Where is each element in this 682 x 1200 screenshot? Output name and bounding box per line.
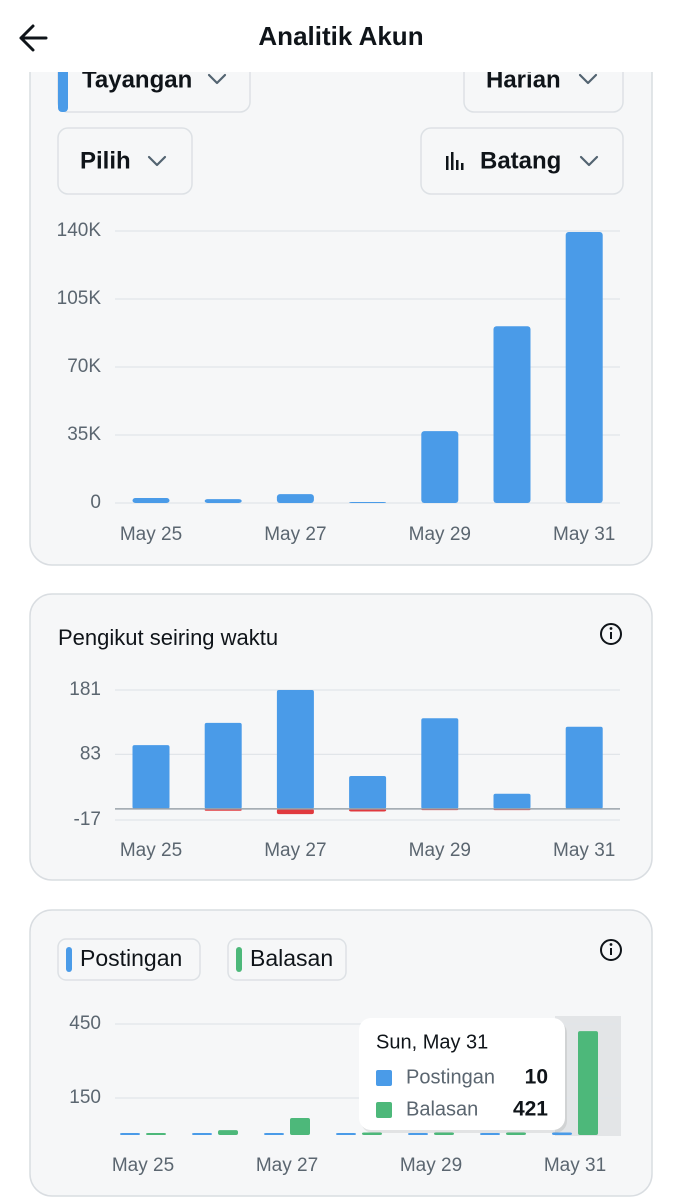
bar (421, 431, 459, 503)
tooltip-title: Sun, May 31 (376, 1031, 488, 1053)
card (29, 39, 653, 566)
y-tick-label: 140K (57, 220, 102, 241)
bar (565, 231, 603, 503)
page-title: Analitik Akun (258, 21, 423, 51)
style-dropdown[interactable]: Batang (420, 127, 624, 195)
bar (204, 499, 242, 503)
tooltip-value: 421 (513, 1098, 548, 1121)
x-tick-label: May 27 (256, 1155, 318, 1176)
legend-swatch (66, 947, 72, 972)
y-tick-label: 70K (67, 356, 101, 377)
bar (349, 776, 387, 809)
x-tick-label: May 27 (264, 840, 326, 861)
x-tick-label: May 25 (120, 524, 182, 545)
x-tick-label: May 31 (553, 524, 615, 545)
x-tick-label: May 31 (553, 840, 615, 861)
tooltip-swatch (376, 1070, 392, 1086)
chip[interactable] (420, 127, 624, 195)
charts: 0 35K 70K 105K 140K May 25 May 27 May 29 May 31 -… (57, 220, 620, 1176)
bar (132, 497, 170, 503)
bar (276, 808, 314, 815)
x-tick-label: May 29 (409, 840, 471, 861)
select-dropdown[interactable]: Pilih (57, 127, 193, 195)
bar (493, 326, 531, 503)
y-tick-label: 0 (90, 492, 101, 513)
bar (349, 502, 387, 503)
bar-icon (446, 152, 464, 170)
x-tick-label: May 25 (112, 1155, 174, 1176)
bar (578, 1031, 598, 1135)
chip[interactable] (57, 127, 193, 195)
y-tick-label: -17 (74, 809, 101, 830)
y-tick-label: 83 (80, 743, 101, 764)
tooltip-label: Balasan (406, 1098, 478, 1120)
x-tick-label: May 29 (400, 1155, 462, 1176)
accent (58, 62, 68, 112)
bar (276, 494, 314, 503)
tooltip-swatch (376, 1102, 392, 1118)
x-tick-label: May 27 (264, 524, 326, 545)
bar (408, 1133, 428, 1135)
bar (204, 722, 242, 809)
legend-chip[interactable] (227, 938, 347, 981)
legend-label: Balasan (250, 945, 333, 971)
legend-swatch (236, 947, 242, 972)
back-button[interactable] (19, 24, 48, 52)
bar (552, 1132, 572, 1135)
bar (480, 1133, 500, 1135)
bar (264, 1133, 284, 1135)
bar (493, 793, 531, 809)
tooltip: Sun, May 31 Postingan 10 Balasan 421 (359, 1018, 567, 1133)
tooltip-label: Postingan (406, 1066, 495, 1088)
bar (434, 1132, 454, 1135)
legend-chip[interactable] (57, 938, 201, 981)
y-tick-label: 35K (67, 424, 101, 445)
bar (565, 726, 603, 809)
info-icon[interactable] (600, 939, 622, 961)
bar (290, 1117, 310, 1135)
bar (218, 1130, 238, 1135)
bar (362, 1132, 382, 1135)
y-tick-label: 181 (69, 679, 101, 700)
y-tick-label: 150 (69, 1087, 101, 1108)
y-tick-label: 450 (69, 1013, 101, 1034)
x-tick-label: May 31 (544, 1155, 606, 1176)
chevron (578, 73, 598, 85)
overlay: Sun, May 31 Postingan 10 Balasan 421 (359, 1018, 567, 1133)
tooltip-box (359, 1018, 565, 1130)
card-title: Pengikut seiring waktu (58, 625, 278, 650)
x-tick-label: May 25 (120, 840, 182, 861)
bar (132, 745, 170, 809)
legend-label: Postingan (80, 945, 182, 971)
legend-item[interactable]: Balasan (227, 938, 347, 981)
bar (506, 1132, 526, 1135)
dropdown-label: Batang (480, 147, 561, 174)
bar (192, 1133, 212, 1135)
bar (146, 1133, 166, 1135)
chevron (579, 155, 599, 167)
chevron (207, 73, 227, 85)
tooltip-value: 10 (525, 1066, 548, 1089)
bar (336, 1133, 356, 1135)
bar (276, 690, 314, 809)
y-tick-label: 105K (57, 288, 102, 309)
legend-item[interactable]: Postingan (57, 938, 201, 981)
header (0, 0, 682, 72)
chevron (147, 155, 167, 167)
bar (120, 1133, 140, 1135)
bar (421, 718, 459, 809)
dropdown-label: Pilih (80, 147, 131, 174)
x-tick-label: May 29 (409, 524, 471, 545)
info-icon[interactable] (600, 623, 622, 645)
